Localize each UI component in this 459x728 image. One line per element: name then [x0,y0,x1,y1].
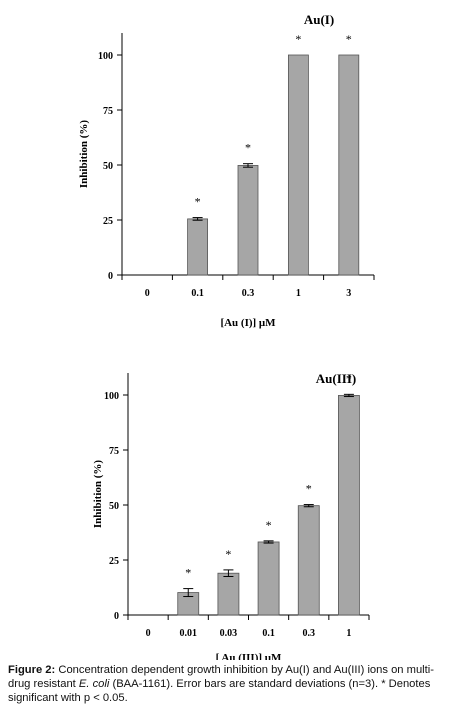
figure-caption: Figure 2: Concentration dependent growth… [8,663,454,705]
y-tick-label: 100 [98,51,113,62]
significance-marker: * [225,547,231,561]
y-tick-label: 25 [109,556,119,567]
bar [338,395,360,616]
y-tick-label: 100 [104,391,119,402]
bar [287,54,309,276]
chart-title: Au(I) [304,12,334,27]
x-tick-label: 0 [146,628,151,639]
x-tick-label: 1 [346,628,351,639]
au-i-bar-chart: Au(I) 0 25 50 75 100 Inhibition (%) 0 * 0.1 * 0.3 * 1… [78,12,375,329]
x-tick-label: 1 [296,288,301,299]
y-tick-label: 0 [108,271,113,282]
significance-marker: * [306,482,312,496]
caption-text-part-2: (BAA-1161). Error bars are standard devi… [8,678,431,704]
chart-title: Au(III) [316,371,356,386]
x-tick-label: 0.1 [262,628,275,639]
caption-label: Figure 2: [8,664,56,676]
y-axis-label: Inhibition (%) [78,120,90,188]
au-iii-bar-chart: Au(III) 0 25 50 75 100 Inhibition (%) 0 * 0.01 * 0.… [92,371,370,660]
significance-marker: * [245,141,251,155]
x-tick-label: 0.3 [303,628,316,639]
significance-marker: * [185,566,191,580]
x-axis-label: [Au (I)] μM [220,317,276,329]
x-tick-label: 0.1 [191,288,204,299]
bar [237,165,259,276]
significance-marker: * [346,32,352,46]
y-tick-label: 75 [103,106,113,117]
x-axis-label: [ Au (III)] μM [216,652,282,660]
y-tick-label: 50 [109,501,119,512]
bar [257,541,280,616]
y-tick-label: 0 [114,611,119,622]
x-tick-label: 0.01 [180,628,198,639]
bar [217,572,240,616]
caption-organism: E. coli [78,678,110,690]
significance-marker: * [266,518,272,532]
caption-text-part-1: Concentration dependent growth inhibitio… [8,664,434,690]
y-tick-label: 50 [103,161,113,172]
bar [338,54,360,276]
x-tick-label: 0.3 [242,288,255,299]
x-tick-label: 0 [145,288,150,299]
y-axis-label: Inhibition (%) [92,460,104,528]
x-tick-label: 3 [346,288,351,299]
significance-marker: * [295,32,301,46]
bar [297,505,320,616]
x-tick-label: 0.03 [220,628,238,639]
significance-marker: * [195,195,201,209]
y-tick-label: 25 [103,216,113,227]
significance-marker: * [346,371,352,385]
y-tick-label: 75 [109,446,119,457]
bar [187,218,209,276]
